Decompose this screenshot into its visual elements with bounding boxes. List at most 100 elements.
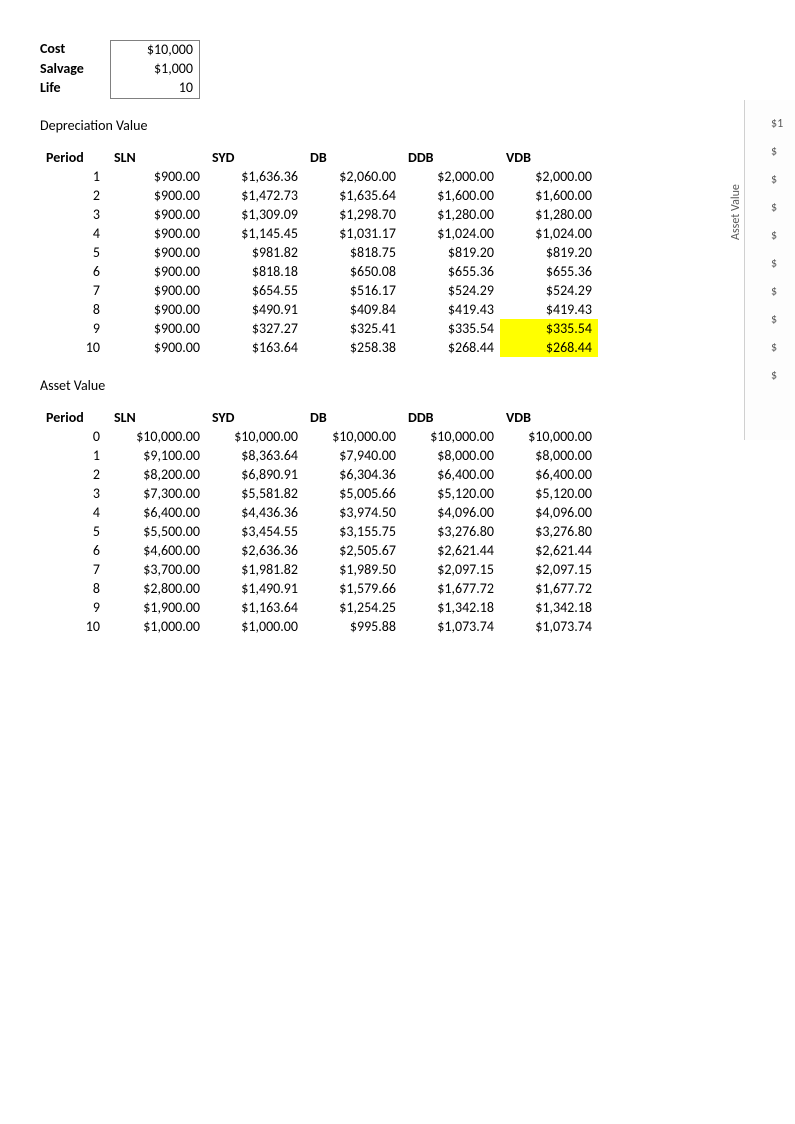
cell-vdb: $2,000.00: [500, 167, 598, 186]
cell-sln: $900.00: [108, 262, 206, 281]
cell-ddb: $2,000.00: [402, 167, 500, 186]
cell-ddb: $3,276.80: [402, 522, 500, 541]
cell-vdb: $1,600.00: [500, 186, 598, 205]
cell-period: 2: [40, 465, 108, 484]
cell-syd: $10,000.00: [206, 427, 304, 446]
cell-syd: $3,454.55: [206, 522, 304, 541]
asset-value-title: Asset Value: [40, 377, 795, 394]
cell-vdb: $655.36: [500, 262, 598, 281]
chart-y-ticks: $1 $ $ $ $ $ $ $ $ $: [771, 110, 783, 390]
chart-tick: $: [771, 166, 783, 194]
cell-syd: $4,436.36: [206, 503, 304, 522]
depreciation-header-row: Period SLN SYD DB DDB VDB: [40, 148, 598, 167]
cell-period: 10: [40, 338, 108, 357]
cell-period: 6: [40, 541, 108, 560]
cell-vdb: $819.20: [500, 243, 598, 262]
table-row: 8$2,800.00$1,490.91$1,579.66$1,677.72$1,…: [40, 579, 598, 598]
cell-period: 9: [40, 319, 108, 338]
chart-tick: $: [771, 306, 783, 334]
cell-period: 8: [40, 579, 108, 598]
table-row: 2$900.00$1,472.73$1,635.64$1,600.00$1,60…: [40, 186, 598, 205]
cell-ddb: $10,000.00: [402, 427, 500, 446]
chart-tick: $1: [771, 110, 783, 138]
cell-db: $1,031.17: [304, 224, 402, 243]
col-ddb: DDB: [402, 408, 500, 427]
cell-vdb: $10,000.00: [500, 427, 598, 446]
cell-syd: $1,163.64: [206, 598, 304, 617]
cell-ddb: $1,280.00: [402, 205, 500, 224]
cell-syd: $163.64: [206, 338, 304, 357]
cell-vdb: $4,096.00: [500, 503, 598, 522]
cell-db: $818.75: [304, 243, 402, 262]
cell-vdb: $335.54: [500, 319, 598, 338]
cell-ddb: $1,073.74: [402, 617, 500, 636]
salvage-label: Salvage: [40, 60, 110, 79]
cell-db: $3,155.75: [304, 522, 402, 541]
table-row: 7$3,700.00$1,981.82$1,989.50$2,097.15$2,…: [40, 560, 598, 579]
cell-vdb: $1,677.72: [500, 579, 598, 598]
table-row: 4$6,400.00$4,436.36$3,974.50$4,096.00$4,…: [40, 503, 598, 522]
cell-syd: $654.55: [206, 281, 304, 300]
chart-tick: $: [771, 194, 783, 222]
col-db: DB: [304, 408, 402, 427]
chart-y-axis-label: Asset Value: [729, 184, 743, 240]
cell-sln: $9,100.00: [108, 446, 206, 465]
cell-syd: $1,000.00: [206, 617, 304, 636]
cell-db: $7,940.00: [304, 446, 402, 465]
cell-db: $10,000.00: [304, 427, 402, 446]
col-db: DB: [304, 148, 402, 167]
cell-db: $1,298.70: [304, 205, 402, 224]
cell-syd: $1,472.73: [206, 186, 304, 205]
cell-ddb: $6,400.00: [402, 465, 500, 484]
cell-period: 9: [40, 598, 108, 617]
cell-vdb: $1,073.74: [500, 617, 598, 636]
cell-ddb: $2,097.15: [402, 560, 500, 579]
cell-vdb: $6,400.00: [500, 465, 598, 484]
cell-syd: $1,636.36: [206, 167, 304, 186]
cell-sln: $1,900.00: [108, 598, 206, 617]
cell-syd: $5,581.82: [206, 484, 304, 503]
salvage-value: $1,000: [110, 60, 200, 79]
table-row: 5$900.00$981.82$818.75$819.20$819.20: [40, 243, 598, 262]
cell-db: $1,579.66: [304, 579, 402, 598]
table-row: 6$900.00$818.18$650.08$655.36$655.36: [40, 262, 598, 281]
cell-ddb: $335.54: [402, 319, 500, 338]
cell-db: $3,974.50: [304, 503, 402, 522]
cell-syd: $490.91: [206, 300, 304, 319]
chart-tick: $: [771, 138, 783, 166]
asset-value-table: Period SLN SYD DB DDB VDB 0$10,000.00$10…: [40, 408, 598, 636]
col-ddb: DDB: [402, 148, 500, 167]
cell-db: $325.41: [304, 319, 402, 338]
cell-ddb: $1,677.72: [402, 579, 500, 598]
parameters-block: Cost $10,000 Salvage $1,000 Life 10: [40, 40, 795, 99]
cell-period: 10: [40, 617, 108, 636]
cell-sln: $10,000.00: [108, 427, 206, 446]
table-row: 3$7,300.00$5,581.82$5,005.66$5,120.00$5,…: [40, 484, 598, 503]
cell-period: 6: [40, 262, 108, 281]
cell-sln: $4,600.00: [108, 541, 206, 560]
life-label: Life: [40, 79, 110, 99]
table-row: 7$900.00$654.55$516.17$524.29$524.29: [40, 281, 598, 300]
chart-tick: $: [771, 222, 783, 250]
cell-period: 5: [40, 522, 108, 541]
cell-syd: $1,981.82: [206, 560, 304, 579]
cell-db: $5,005.66: [304, 484, 402, 503]
cell-vdb: $5,120.00: [500, 484, 598, 503]
table-row: 8$900.00$490.91$409.84$419.43$419.43: [40, 300, 598, 319]
cell-sln: $8,200.00: [108, 465, 206, 484]
cell-db: $2,505.67: [304, 541, 402, 560]
cell-sln: $1,000.00: [108, 617, 206, 636]
cell-period: 1: [40, 167, 108, 186]
cell-ddb: $419.43: [402, 300, 500, 319]
cell-vdb: $268.44: [500, 338, 598, 357]
cell-period: 1: [40, 446, 108, 465]
col-syd: SYD: [206, 408, 304, 427]
cell-vdb: $1,342.18: [500, 598, 598, 617]
cell-ddb: $819.20: [402, 243, 500, 262]
col-vdb: VDB: [500, 148, 598, 167]
cell-syd: $1,490.91: [206, 579, 304, 598]
table-row: 2$8,200.00$6,890.91$6,304.36$6,400.00$6,…: [40, 465, 598, 484]
cell-ddb: $8,000.00: [402, 446, 500, 465]
table-row: 0$10,000.00$10,000.00$10,000.00$10,000.0…: [40, 427, 598, 446]
table-row: 9$900.00$327.27$325.41$335.54$335.54: [40, 319, 598, 338]
